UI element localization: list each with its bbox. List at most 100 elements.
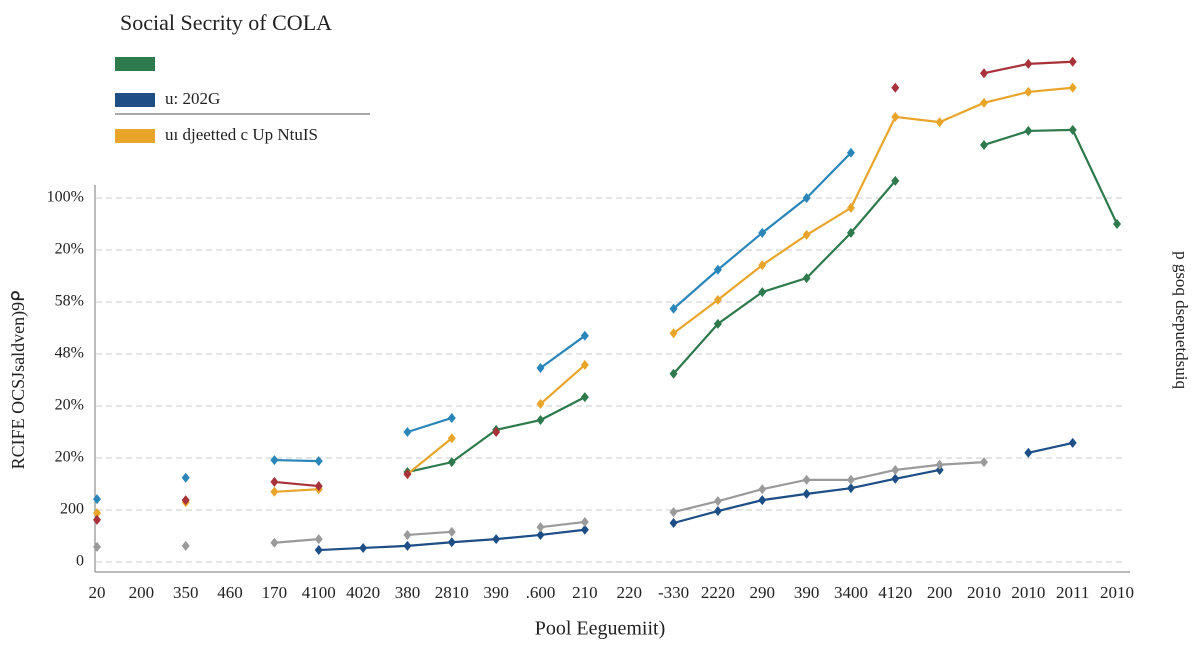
point [536, 529, 545, 540]
point [181, 472, 190, 483]
x-tick-label: 390 [483, 583, 509, 602]
point [93, 514, 101, 525]
point [580, 516, 589, 527]
y-tick-label: 20% [55, 449, 84, 466]
legend-swatch [115, 93, 155, 107]
point [802, 229, 811, 240]
point [669, 303, 678, 314]
x-tick-label: 390 [794, 583, 820, 602]
y-tick-label: 200 [60, 501, 84, 518]
point [758, 287, 767, 298]
x-tick-label: 2010 [967, 583, 1001, 602]
point [669, 328, 678, 339]
point [270, 476, 279, 487]
point [802, 474, 811, 485]
y-tick-label: 48% [55, 345, 84, 362]
point [1024, 58, 1033, 69]
point [802, 488, 811, 499]
point [359, 542, 368, 553]
point [980, 97, 988, 108]
point [802, 273, 811, 284]
point [758, 260, 767, 271]
point [181, 540, 190, 551]
point [492, 534, 501, 545]
point [580, 392, 589, 403]
point [580, 359, 589, 370]
point [93, 494, 101, 505]
point [669, 507, 678, 518]
point [891, 464, 900, 475]
point [935, 464, 944, 475]
x-tick-label: 200 [927, 583, 953, 602]
legend-label: uı djeetted c Up NtuIS [165, 125, 318, 144]
legend-swatch [115, 57, 155, 71]
x-tick-label: 4020 [346, 583, 380, 602]
x-tick-label: 350 [173, 583, 199, 602]
point [1113, 219, 1122, 229]
point [403, 540, 412, 551]
y2-axis-label: p gsoq dsepuetdsuiq [1172, 251, 1191, 389]
series-line [274, 60, 1073, 488]
point [1068, 56, 1077, 67]
x-tick-label: 2010 [1100, 583, 1134, 602]
point [846, 483, 855, 494]
point [403, 529, 412, 540]
point [580, 524, 589, 535]
point [758, 227, 767, 238]
point [447, 526, 456, 537]
point [447, 537, 456, 548]
x-tick-label: 2011 [1056, 583, 1089, 602]
point [181, 495, 190, 506]
y-tick-label: 100% [47, 189, 84, 206]
x-tick-label: 380 [395, 583, 421, 602]
legend-swatch [115, 129, 155, 143]
point [1024, 86, 1033, 97]
point [980, 457, 988, 468]
point [403, 427, 412, 437]
point [93, 508, 101, 519]
point [713, 294, 722, 305]
point [536, 415, 545, 426]
point [314, 534, 323, 545]
point [758, 495, 767, 506]
point [713, 496, 722, 507]
point [270, 486, 279, 497]
x-tick-label: 4100 [302, 583, 336, 602]
point [980, 68, 988, 79]
x-tick-label: 4120 [878, 583, 912, 602]
point [891, 82, 900, 93]
series-line [274, 151, 852, 463]
series-line [274, 86, 1073, 493]
point [270, 455, 279, 466]
point [846, 227, 855, 238]
x-tick-label: 290 [750, 583, 776, 602]
x-tick-label: 200 [129, 583, 155, 602]
x-tick-label: 2220 [701, 583, 735, 602]
x-tick-label: 460 [217, 583, 243, 602]
point [1068, 124, 1077, 135]
legend-label: u: 202G [165, 89, 220, 108]
point [713, 318, 722, 329]
x-tick-label: -330 [658, 583, 689, 602]
point [536, 398, 545, 409]
x-axis-label: Pool Eeguemiit) [535, 618, 666, 640]
x-tick-label: 170 [262, 583, 288, 602]
y-tick-label: 20% [55, 241, 84, 258]
point [846, 147, 855, 158]
x-tick-label: 210 [572, 583, 598, 602]
point [1024, 447, 1033, 458]
point [447, 457, 456, 468]
x-tick-label: 20 [89, 583, 106, 602]
y-tick-label: 58% [55, 293, 84, 310]
point [314, 456, 323, 467]
y-axis-label: RCIFE OCSJsaldven)9ᑭ [8, 291, 29, 470]
y-tick-label: 0 [76, 553, 84, 570]
point [1068, 437, 1077, 448]
point [713, 506, 722, 517]
point [314, 481, 323, 492]
point [536, 363, 545, 374]
point [669, 368, 678, 379]
point [980, 139, 988, 150]
y-tick-label: 20% [55, 397, 84, 414]
